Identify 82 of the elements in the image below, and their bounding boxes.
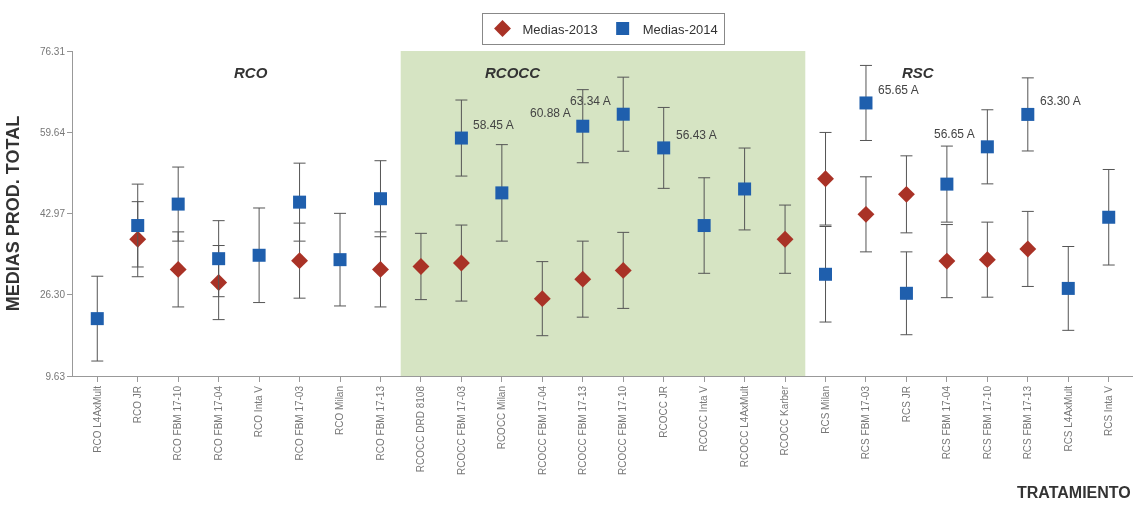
annotation: 63.30 A (1040, 94, 1081, 108)
legend-label: Medias-2013 (522, 21, 598, 37)
point (899, 286, 913, 300)
point (817, 170, 834, 188)
point (373, 192, 387, 206)
x-tick-label: RCOCC FBM 17-10 (617, 385, 629, 475)
x-tick-label: RCOCC DRD 8108 (415, 385, 427, 473)
point (978, 251, 996, 269)
annotation: 56.65 A (934, 127, 975, 141)
annotation: 65.65 A (878, 83, 919, 97)
point (495, 186, 509, 200)
x-tick-label: RCS Inta V (1102, 385, 1114, 437)
point (131, 219, 145, 233)
point (1061, 281, 1075, 295)
annotation: 60.88 A (530, 106, 571, 120)
x-tick-label: RCO FBM 17-04 (212, 385, 224, 461)
x-tick-label: RCOCC Karber (779, 385, 791, 456)
x-tick-label: RCS Milan (819, 386, 831, 434)
point (738, 182, 752, 196)
y-tick-label: 9.63 (45, 370, 66, 382)
x-tick-label: RCS L4AxMult (1062, 385, 1074, 452)
x-tick-label: RCOCC JR (657, 386, 669, 438)
x-tick-label: RCO Milan (334, 386, 346, 435)
point (938, 252, 956, 270)
annotation: RSC (902, 64, 935, 81)
legend-label: Medias-2014 (642, 21, 718, 37)
point (857, 205, 875, 223)
x-tick-label: RCO L4AxMult (91, 385, 103, 453)
annotation: RCO (234, 64, 268, 81)
point (859, 96, 873, 110)
point (980, 140, 994, 154)
point (1019, 240, 1037, 258)
x-tick-label: RCO FBM 17-03 (293, 385, 305, 461)
x-tick-label: RCOCC Inta V (698, 385, 710, 452)
x-tick-label: RCS FBM 17-13 (1022, 385, 1034, 460)
x-tick-label: RCOCC Milan (496, 386, 508, 450)
point (293, 195, 307, 209)
point (614, 261, 632, 279)
annotation: 56.43 A (676, 128, 717, 142)
point (169, 260, 187, 278)
x-tick-label: RCO FBM 17-10 (172, 385, 184, 461)
point (697, 219, 711, 233)
x-tick-label: RCO Inta V (253, 385, 265, 438)
point (1102, 210, 1116, 224)
x-tick-label: RCOCC L4AxMult (738, 385, 750, 468)
point (819, 267, 833, 281)
x-tick-label: RCO FBM 17-13 (374, 385, 386, 461)
point (616, 107, 630, 121)
point (454, 131, 468, 145)
point (333, 253, 347, 267)
point (1021, 107, 1035, 121)
x-tick-label: RCOCC FBM 17-03 (455, 385, 467, 475)
point (897, 185, 915, 203)
point (90, 312, 104, 326)
point (657, 141, 671, 155)
y-tick-label: 26.30 (39, 289, 66, 301)
point (291, 252, 309, 270)
x-tick-label: RCOCC FBM 17-13 (577, 385, 589, 475)
y-tick-label: 76.31 (39, 45, 66, 57)
point (412, 258, 430, 275)
y-axis-title: MEDIAS PROD. TOTAL (3, 115, 24, 312)
x-tick-label: RCS FBM 17-04 (941, 385, 953, 460)
point (252, 248, 266, 262)
point (776, 230, 794, 248)
point (574, 270, 592, 288)
x-tick-label: RCOCC FBM 17-04 (536, 385, 548, 475)
x-tick-label: RCO JR (131, 386, 143, 424)
annotation: RCOCC (485, 64, 542, 81)
point (171, 197, 185, 211)
point (452, 254, 470, 272)
x-tick-label: RCS FBM 17-03 (860, 385, 872, 460)
point (212, 252, 226, 266)
point (576, 119, 590, 133)
x-tick-label: RCS FBM 17-10 (981, 385, 993, 460)
point (940, 177, 954, 191)
point (372, 260, 389, 278)
y-tick-label: 59.64 (39, 126, 66, 138)
y-tick-label: 42.97 (39, 208, 66, 219)
point (533, 290, 551, 308)
x-tick-label: RCS JR (900, 386, 912, 423)
x-axis-title: TRATAMIENTO (1017, 484, 1131, 501)
annotation: 58.45 A (473, 118, 514, 132)
